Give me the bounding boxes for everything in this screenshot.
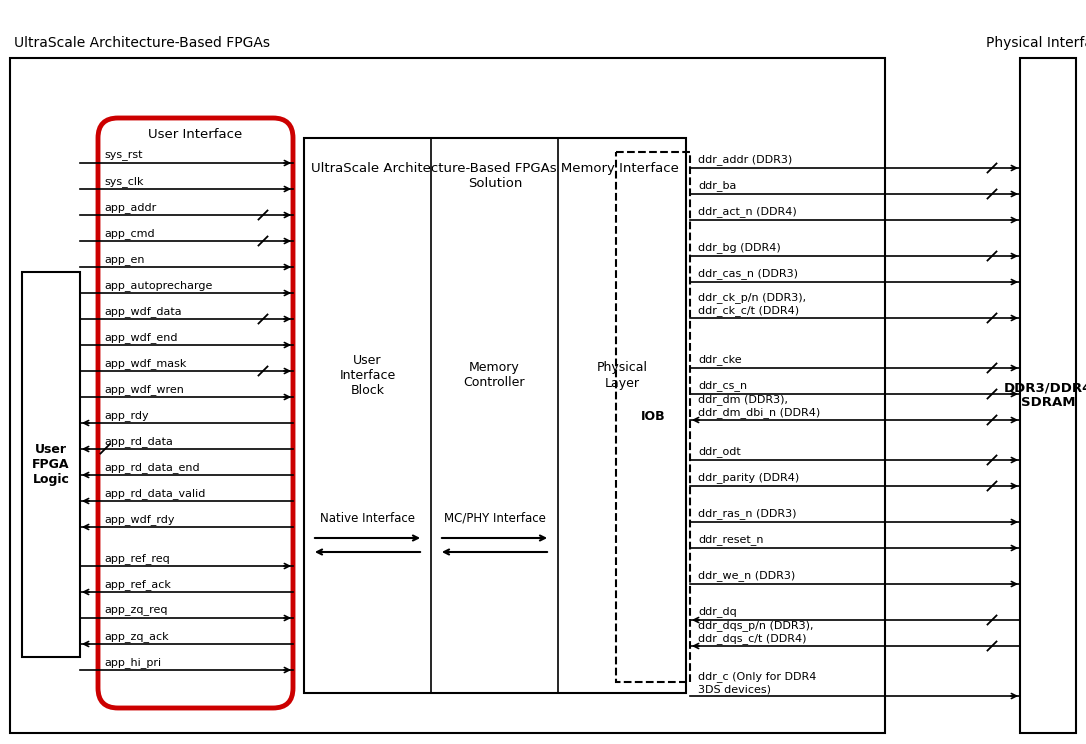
Text: app_wdf_data: app_wdf_data [104,306,181,317]
Text: ddr_c (Only for DDR4
3DS devices): ddr_c (Only for DDR4 3DS devices) [698,672,817,694]
Text: app_ref_ack: app_ref_ack [104,579,171,590]
Text: ddr_cas_n (DDR3): ddr_cas_n (DDR3) [698,268,798,279]
Text: MC/PHY Interface: MC/PHY Interface [443,512,545,525]
Text: ddr_dqs_p/n (DDR3),
ddr_dqs_c/t (DDR4): ddr_dqs_p/n (DDR3), ddr_dqs_c/t (DDR4) [698,620,813,644]
Bar [10,58,885,733]
Text: app_rdy: app_rdy [104,410,149,421]
Text: ddr_parity (DDR4): ddr_parity (DDR4) [698,472,799,483]
Text: Native Interface: Native Interface [320,512,415,525]
Bar [1020,58,1076,733]
Text: Physical
Layer: Physical Layer [596,362,647,390]
Text: app_wdf_mask: app_wdf_mask [104,358,187,369]
Text: app_ref_req: app_ref_req [104,553,169,564]
Text: UltraScale Architecture-Based FPGAs Memory Interface
Solution: UltraScale Architecture-Based FPGAs Memo… [311,162,679,190]
Text: app_autoprecharge: app_autoprecharge [104,280,213,291]
Text: app_zq_req: app_zq_req [104,606,167,616]
Text: app_rd_data_valid: app_rd_data_valid [104,488,205,499]
Text: User
Interface
Block: User Interface Block [339,354,395,397]
Bar [22,272,80,657]
Text: ddr_cke: ddr_cke [698,354,742,365]
Text: ddr_dm (DDR3),
ddr_dm_dbi_n (DDR4): ddr_dm (DDR3), ddr_dm_dbi_n (DDR4) [698,394,820,418]
Text: ddr_act_n (DDR4): ddr_act_n (DDR4) [698,206,797,217]
Text: app_addr: app_addr [104,202,156,213]
Text: ddr_ck_p/n (DDR3),
ddr_ck_c/t (DDR4): ddr_ck_p/n (DDR3), ddr_ck_c/t (DDR4) [698,292,806,316]
Text: app_rd_data_end: app_rd_data_end [104,462,200,473]
Bar [304,138,686,693]
Text: sys_rst: sys_rst [104,150,142,161]
Bar [616,152,690,682]
Text: app_zq_ack: app_zq_ack [104,631,168,642]
Text: ddr_ras_n (DDR3): ddr_ras_n (DDR3) [698,508,796,519]
Text: IOB: IOB [641,411,666,423]
Text: User Interface: User Interface [149,127,242,141]
Text: Memory
Controller: Memory Controller [464,362,526,390]
Text: app_wdf_end: app_wdf_end [104,332,177,343]
Text: User
FPGA
Logic: User FPGA Logic [33,443,70,486]
Text: ddr_odt: ddr_odt [698,446,741,457]
Text: app_rd_data: app_rd_data [104,436,173,447]
Text: Physical Interface: Physical Interface [986,36,1086,50]
Text: UltraScale Architecture-Based FPGAs: UltraScale Architecture-Based FPGAs [14,36,270,50]
Text: ddr_dq: ddr_dq [698,606,736,617]
Text: DDR3/DDR4
SDRAM: DDR3/DDR4 SDRAM [1003,382,1086,409]
Text: app_wdf_rdy: app_wdf_rdy [104,514,175,525]
Text: app_cmd: app_cmd [104,228,154,239]
Text: sys_clk: sys_clk [104,176,143,187]
Text: ddr_cs_n: ddr_cs_n [698,380,747,391]
Text: ddr_reset_n: ddr_reset_n [698,534,763,545]
Text: ddr_we_n (DDR3): ddr_we_n (DDR3) [698,570,795,581]
Text: ddr_ba: ddr_ba [698,180,736,191]
Text: app_wdf_wren: app_wdf_wren [104,384,184,395]
Text: ddr_bg (DDR4): ddr_bg (DDR4) [698,242,781,253]
Text: app_en: app_en [104,255,144,265]
Text: ddr_addr (DDR3): ddr_addr (DDR3) [698,154,793,165]
Text: app_hi_pri: app_hi_pri [104,657,161,668]
